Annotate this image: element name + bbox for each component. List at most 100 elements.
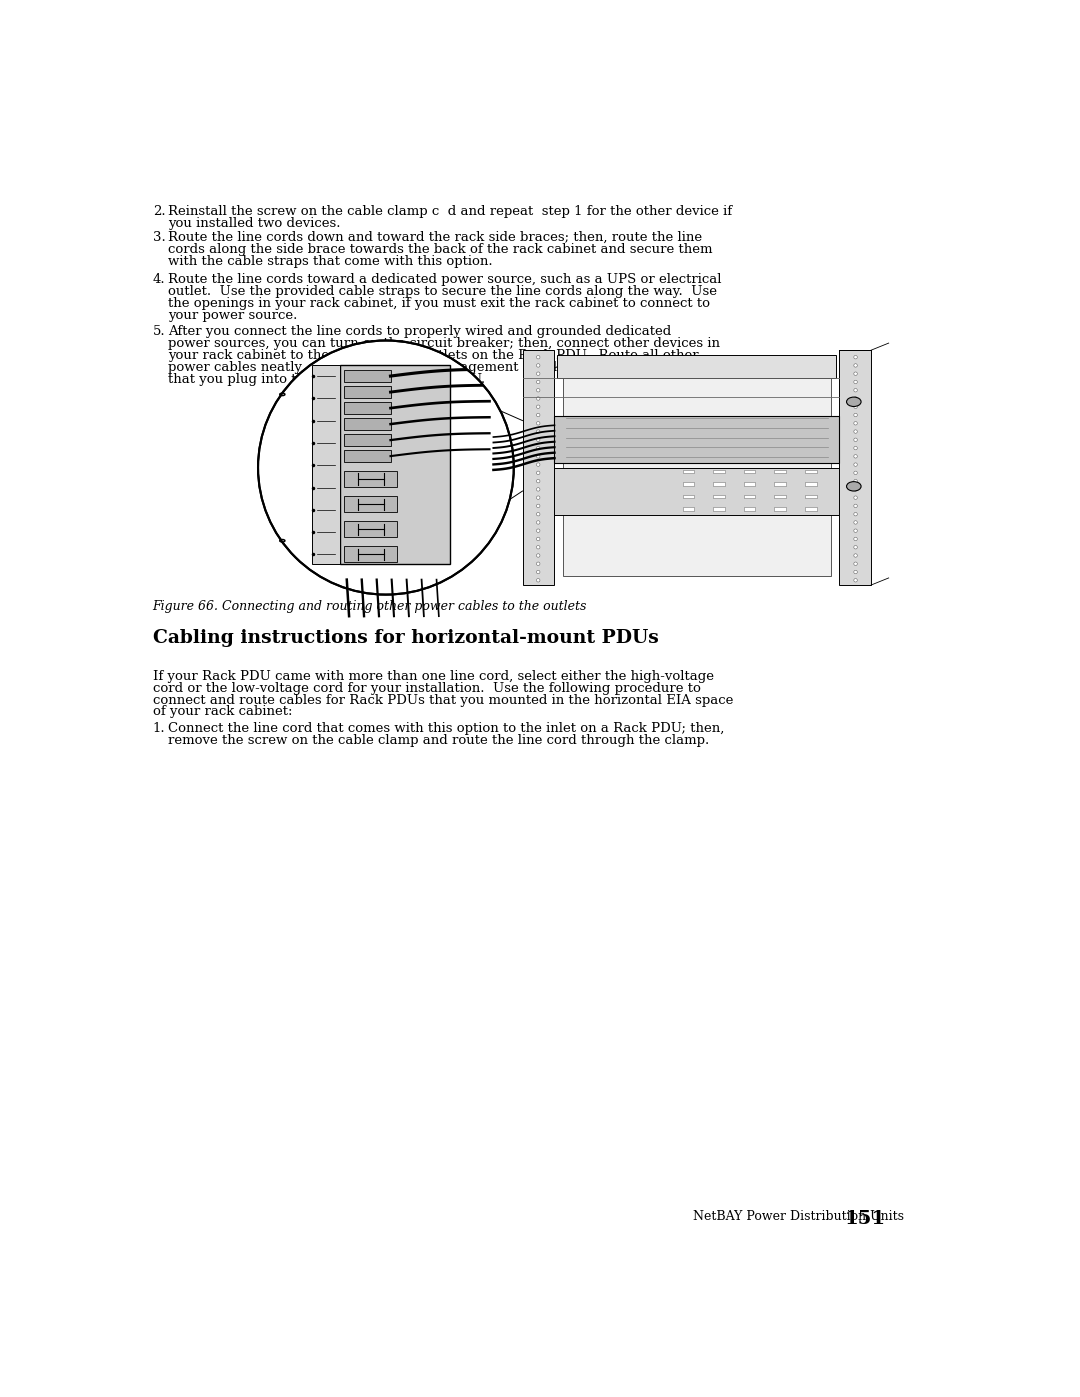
- Circle shape: [854, 479, 858, 483]
- Circle shape: [854, 562, 858, 566]
- Bar: [805, 469, 816, 474]
- Circle shape: [854, 397, 858, 400]
- Circle shape: [854, 471, 858, 475]
- Circle shape: [537, 504, 540, 507]
- Bar: [345, 450, 391, 462]
- Text: After you connect the line cords to properly wired and grounded dedicated: After you connect the line cords to prop…: [168, 326, 672, 338]
- Circle shape: [537, 496, 540, 499]
- Text: remove the screw on the cable clamp and route the line cord through the clamp.: remove the screw on the cable clamp and …: [168, 733, 710, 747]
- Text: Route the line cords down and toward the rack side braces; then, route the line: Route the line cords down and toward the…: [168, 231, 702, 244]
- Circle shape: [854, 462, 858, 467]
- Bar: [563, 359, 831, 576]
- Circle shape: [854, 578, 858, 583]
- Text: 4.: 4.: [152, 274, 165, 286]
- Bar: [345, 496, 397, 513]
- Circle shape: [854, 504, 858, 507]
- Bar: [345, 434, 391, 446]
- Circle shape: [854, 380, 858, 384]
- Bar: [345, 387, 391, 398]
- Bar: [683, 495, 694, 499]
- Bar: [345, 546, 397, 563]
- Text: 151: 151: [845, 1210, 886, 1228]
- Text: Figure 66. Connecting and routing other power cables to the outlets: Figure 66. Connecting and routing other …: [152, 601, 588, 613]
- Circle shape: [854, 521, 858, 524]
- Circle shape: [537, 529, 540, 532]
- Bar: [805, 495, 816, 499]
- Bar: [744, 507, 755, 511]
- Circle shape: [854, 363, 858, 367]
- Bar: [345, 521, 397, 538]
- Circle shape: [854, 430, 858, 433]
- Text: your power source.: your power source.: [168, 309, 298, 321]
- Text: cord or the low-voltage cord for your installation.  Use the following procedure: cord or the low-voltage cord for your in…: [152, 682, 701, 694]
- Bar: [312, 365, 340, 563]
- Bar: [774, 469, 786, 474]
- Circle shape: [854, 405, 858, 408]
- Bar: [554, 416, 839, 462]
- Bar: [713, 495, 725, 499]
- Text: your rack cabinet to the seven power outlets on the Rack PDU.  Route all other: your rack cabinet to the seven power out…: [168, 349, 699, 362]
- Circle shape: [537, 380, 540, 384]
- Circle shape: [537, 578, 540, 583]
- Circle shape: [854, 545, 858, 549]
- Bar: [557, 355, 836, 379]
- Circle shape: [854, 414, 858, 416]
- Text: power sources, you can turn on the circuit breaker; then, connect other devices : power sources, you can turn on the circu…: [168, 338, 720, 351]
- Circle shape: [537, 562, 540, 566]
- Text: that you plug into the outlets on the Rack PDU.: that you plug into the outlets on the Ra…: [168, 373, 485, 386]
- Bar: [713, 482, 725, 486]
- Bar: [805, 482, 816, 486]
- Text: the openings in your rack cabinet, if you must exit the rack cabinet to connect : the openings in your rack cabinet, if yo…: [168, 298, 711, 310]
- Circle shape: [854, 513, 858, 515]
- Bar: [683, 469, 694, 474]
- Ellipse shape: [847, 397, 861, 407]
- Circle shape: [854, 570, 858, 574]
- Circle shape: [537, 372, 540, 376]
- Text: you installed two devices.: you installed two devices.: [168, 218, 341, 231]
- Bar: [340, 365, 450, 563]
- Text: with the cable straps that come with this option.: with the cable straps that come with thi…: [168, 254, 492, 268]
- Ellipse shape: [280, 539, 285, 542]
- Circle shape: [537, 553, 540, 557]
- Ellipse shape: [280, 393, 285, 395]
- Text: 1.: 1.: [152, 722, 165, 735]
- Text: 2.: 2.: [152, 205, 165, 218]
- Circle shape: [854, 388, 858, 393]
- Circle shape: [537, 538, 540, 541]
- Circle shape: [854, 529, 858, 532]
- Circle shape: [537, 446, 540, 450]
- Circle shape: [537, 355, 540, 359]
- Circle shape: [854, 355, 858, 359]
- Bar: [744, 495, 755, 499]
- Text: of your rack cabinet:: of your rack cabinet:: [152, 705, 293, 718]
- Circle shape: [854, 488, 858, 492]
- Circle shape: [537, 439, 540, 441]
- Text: power cables neatly, and use the cable-management bracket to secure the cables: power cables neatly, and use the cable-m…: [168, 362, 713, 374]
- Text: connect and route cables for Rack PDUs that you mounted in the horizontal EIA sp: connect and route cables for Rack PDUs t…: [152, 693, 733, 707]
- Circle shape: [854, 454, 858, 458]
- Circle shape: [537, 479, 540, 483]
- Text: outlet.  Use the provided cable straps to secure the line cords along the way.  : outlet. Use the provided cable straps to…: [168, 285, 717, 298]
- Bar: [345, 402, 391, 414]
- Text: If your Rack PDU came with more than one line cord, select either the high-volta: If your Rack PDU came with more than one…: [152, 669, 714, 683]
- Circle shape: [537, 363, 540, 367]
- Bar: [713, 507, 725, 511]
- Circle shape: [854, 446, 858, 450]
- Bar: [839, 351, 872, 585]
- Circle shape: [537, 545, 540, 549]
- Text: NetBAY Power Distribution Units: NetBAY Power Distribution Units: [693, 1210, 904, 1224]
- Circle shape: [258, 341, 514, 595]
- Circle shape: [537, 397, 540, 400]
- Circle shape: [854, 553, 858, 557]
- Circle shape: [537, 430, 540, 433]
- Bar: [774, 482, 786, 486]
- Circle shape: [537, 422, 540, 425]
- Bar: [805, 507, 816, 511]
- Circle shape: [537, 471, 540, 475]
- Text: Connect the line cord that comes with this option to the inlet on a Rack PDU; th: Connect the line cord that comes with th…: [168, 722, 725, 735]
- Bar: [744, 469, 755, 474]
- Circle shape: [854, 538, 858, 541]
- Bar: [744, 482, 755, 486]
- Circle shape: [537, 521, 540, 524]
- Circle shape: [537, 462, 540, 467]
